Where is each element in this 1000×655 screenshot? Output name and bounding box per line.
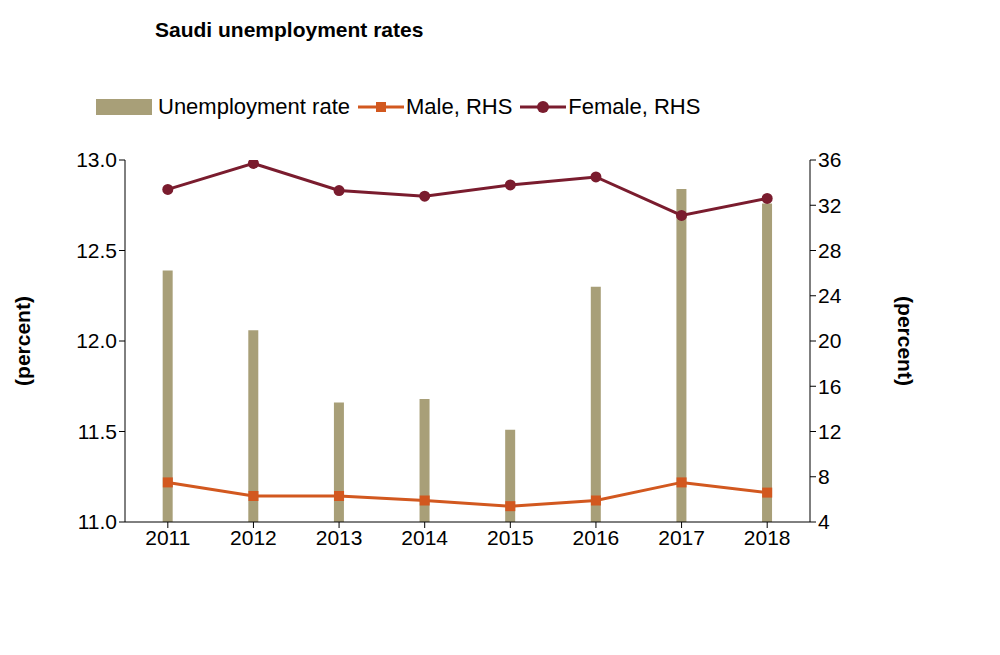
svg-text:4: 4	[818, 510, 830, 533]
svg-text:36: 36	[818, 148, 841, 171]
svg-text:2011: 2011	[145, 526, 190, 549]
svg-text:2013: 2013	[316, 526, 363, 549]
svg-text:2015: 2015	[487, 526, 534, 549]
svg-text:11.5: 11.5	[78, 420, 117, 443]
svg-text:13.0: 13.0	[76, 148, 117, 171]
html-text:Female, RHS: Female, RHS	[568, 94, 701, 119]
svg-text:(percent): (percent)	[894, 296, 917, 386]
svg-text:28: 28	[818, 239, 841, 262]
svg-text:16: 16	[818, 375, 841, 398]
svg-text:20: 20	[818, 329, 841, 352]
html-text:Unemployment rate: Unemployment rate	[158, 94, 350, 119]
svg-text:2018: 2018	[744, 526, 791, 549]
svg-text:12.5: 12.5	[76, 239, 117, 262]
svg-text:8: 8	[818, 465, 830, 488]
svg-text:11.0: 11.0	[78, 510, 117, 533]
svg-text:2014: 2014	[401, 526, 448, 549]
svg-text:12: 12	[818, 420, 841, 443]
svg-text:32: 32	[818, 194, 841, 217]
svg-text:12.0: 12.0	[76, 329, 117, 352]
svg-text:(percent): (percent)	[11, 296, 34, 386]
svg-text:24: 24	[818, 284, 842, 307]
html-text:Saudi unemployment rates: Saudi unemployment rates	[155, 18, 424, 41]
svg-text:2017: 2017	[658, 526, 705, 549]
svg-text:2012: 2012	[230, 526, 277, 549]
svg-text:2016: 2016	[573, 526, 620, 549]
html-text:Male, RHS: Male, RHS	[406, 94, 513, 119]
